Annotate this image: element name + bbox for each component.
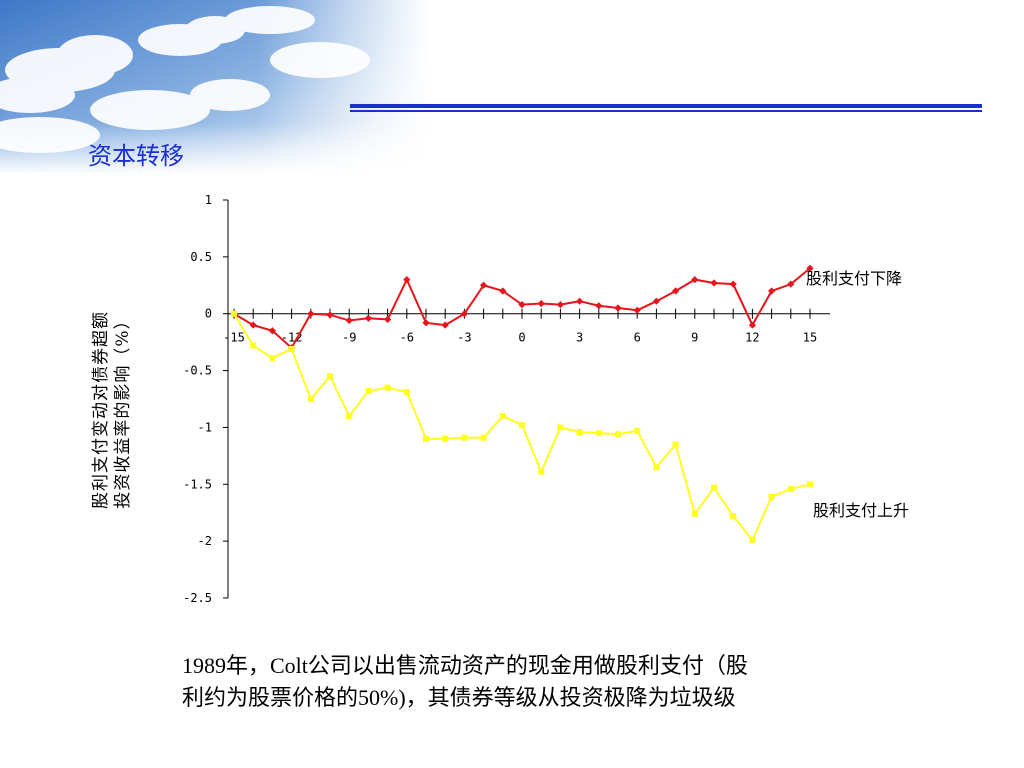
data-point-decrease [345,316,353,325]
data-point-increase [442,435,449,442]
data-point-decrease [806,264,814,272]
x-tick-label: -6 [400,331,414,345]
data-point-decrease [748,321,756,329]
x-tick-label: 6 [634,331,641,345]
data-point-increase [327,373,333,380]
data-point-increase [711,484,717,491]
y-tick-label: -2 [198,534,212,548]
data-point-decrease [652,297,660,305]
data-point-decrease [787,280,795,288]
x-tick-label: -15 [223,331,245,345]
slide-title: 资本转移 [88,142,184,170]
data-point-decrease [268,327,276,335]
data-point-decrease [460,310,468,318]
data-point-increase [480,434,487,441]
y-axis-label-line1: 股利支付变动对债券超额 [91,311,111,509]
data-point-increase [384,384,391,391]
caption-line-2: 利约为股票价格的50%)，其债券等级从投资极降为垃圾级 [182,685,736,710]
x-tick-label: 15 [803,331,817,345]
data-point-decrease [595,302,603,310]
data-point-decrease [614,304,622,312]
data-point-increase [787,485,794,492]
cloud-decoration [0,0,430,175]
data-point-increase [403,389,410,396]
y-tick-label: 0 [205,307,212,321]
series-label-increase: 股利支付上升 [813,501,910,520]
x-tick-label: 12 [745,331,759,345]
slide-caption: 1989年，Colt公司以出售流动资产的现金用做股利支付（股 利约为股票价格的5… [182,650,942,714]
data-point-decrease [710,279,718,287]
data-point-increase [768,493,775,500]
data-point-decrease [518,301,526,309]
data-point-decrease [672,287,680,295]
series-label-decrease: 股利支付下降 [806,269,903,288]
data-point-decrease [691,276,699,284]
data-point-increase [730,513,737,520]
x-tick-label: -9 [342,331,356,345]
data-point-decrease [480,281,488,289]
chart-axes: 1 0.5 0 -0.5 -1 -1.5 -2 -2.5 -15 -12 -9 -6 -3 0 3 6 9 12 1… [183,193,830,605]
data-point-increase [557,424,564,431]
data-point-decrease [364,314,372,322]
y-tick-label: -0.5 [183,364,212,378]
data-point-increase [519,422,525,429]
x-tick-label: -12 [281,331,303,345]
data-point-decrease [307,310,315,318]
x-tick-label: 0 [518,331,525,345]
data-point-decrease [633,306,641,314]
data-point-increase [615,431,621,438]
data-point-decrease [768,287,776,295]
data-point-increase [231,310,237,317]
data-point-increase [595,430,602,437]
data-point-increase [653,464,660,471]
y-tick-label: 0.5 [190,250,212,264]
data-point-decrease [499,287,507,295]
data-point-decrease [537,299,545,308]
data-point-increase [423,435,429,442]
data-point-increase [499,413,506,420]
data-point-decrease [249,321,257,329]
data-point-increase [346,413,353,420]
data-point-decrease [556,301,564,309]
data-point-decrease [384,315,392,323]
data-point-increase [634,427,641,434]
data-point-decrease [403,276,411,284]
data-point-increase [307,396,314,402]
y-axis-label-line2: 投资收益率的影响（%） [113,311,133,509]
header-rule [350,104,982,112]
x-tick-label: 9 [691,331,698,345]
data-point-increase [250,342,257,349]
data-point-decrease [422,319,430,327]
y-tick-label: -2.5 [183,591,212,605]
data-point-increase [672,441,679,448]
data-point-decrease [729,280,737,288]
sky-cloud-banner [0,0,430,175]
data-point-increase [288,345,295,352]
data-point-decrease [326,311,334,319]
y-tick-label: -1.5 [183,477,212,491]
data-point-decrease [576,297,584,305]
caption-line-1: 1989年，Colt公司以出售流动资产的现金用做股利支付（股 [182,653,748,678]
chart-series [230,264,814,544]
data-point-increase [749,537,756,544]
data-point-increase [461,434,468,441]
data-point-increase [538,468,545,475]
y-tick-label: -1 [198,420,212,434]
x-tick-label: -3 [457,331,471,345]
x-tick-label: 3 [576,331,583,345]
data-point-increase [269,355,276,362]
data-point-increase [691,510,698,517]
data-point-increase [807,481,813,488]
y-tick-label: 1 [205,193,212,207]
data-point-increase [365,388,372,395]
data-point-increase [576,428,583,435]
data-point-decrease [441,321,449,329]
y-axis-label: 股利支付变动对债券超额 投资收益率的影响（%） [90,280,134,540]
